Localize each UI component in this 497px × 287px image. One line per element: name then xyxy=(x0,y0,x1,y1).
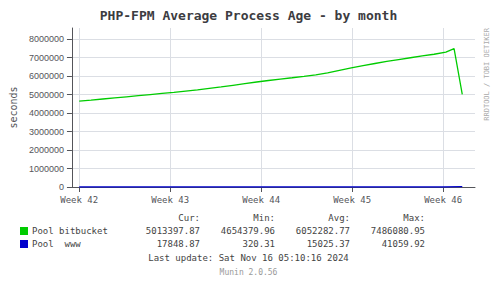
svg-text:2000000: 2000000 xyxy=(29,145,64,155)
svg-text:PHP-FPM Average Process Age -: PHP-FPM Average Process Age - by month xyxy=(100,8,397,23)
svg-text:1000000: 1000000 xyxy=(29,164,64,174)
svg-text:Week 44: Week 44 xyxy=(242,195,280,205)
svg-text:320.31: 320.31 xyxy=(242,239,275,249)
svg-text:Last update: Sat Nov 16 05:10:: Last update: Sat Nov 16 05:10:16 2024 xyxy=(148,253,348,263)
svg-text:Avg:: Avg: xyxy=(328,213,350,223)
svg-text:5013397.87: 5013397.87 xyxy=(146,226,200,236)
svg-text:Pool bitbucket: Pool bitbucket xyxy=(32,226,108,236)
svg-text:seconds: seconds xyxy=(8,86,19,128)
svg-text:RRDTOOL / TOBI OETIKER: RRDTOOL / TOBI OETIKER xyxy=(483,27,491,121)
svg-text:3000000: 3000000 xyxy=(29,127,64,137)
svg-text:Week 42: Week 42 xyxy=(60,195,98,205)
svg-text:0: 0 xyxy=(59,182,64,192)
svg-text:Week 45: Week 45 xyxy=(333,195,371,205)
svg-text:17848.87: 17848.87 xyxy=(157,239,200,249)
svg-text:4654379.96: 4654379.96 xyxy=(221,226,275,236)
svg-text:Min:: Min: xyxy=(253,213,275,223)
svg-text:Munin 2.0.56: Munin 2.0.56 xyxy=(220,268,278,277)
svg-text:41059.92: 41059.92 xyxy=(382,239,425,249)
svg-text:6052282.77: 6052282.77 xyxy=(296,226,350,236)
svg-text:8000000: 8000000 xyxy=(29,34,64,44)
svg-text:Pool www: Pool www xyxy=(32,239,81,249)
svg-text:Cur:: Cur: xyxy=(178,213,200,223)
svg-text:15025.37: 15025.37 xyxy=(307,239,350,249)
svg-text:6000000: 6000000 xyxy=(29,71,64,81)
svg-text:Week 43: Week 43 xyxy=(151,195,189,205)
svg-text:Max:: Max: xyxy=(403,213,425,223)
svg-text:7000000: 7000000 xyxy=(29,53,64,63)
svg-text:Week 46: Week 46 xyxy=(424,195,462,205)
svg-text:4000000: 4000000 xyxy=(29,108,64,118)
svg-text:5000000: 5000000 xyxy=(29,90,64,100)
svg-text:7486080.95: 7486080.95 xyxy=(371,226,425,236)
